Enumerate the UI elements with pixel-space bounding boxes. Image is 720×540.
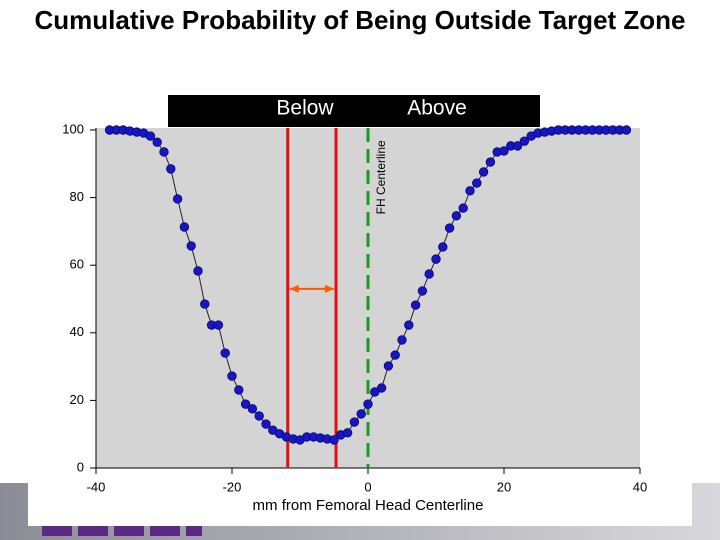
data-point (254, 411, 264, 421)
data-point (240, 399, 251, 409)
data-point (172, 194, 183, 204)
data-point (356, 409, 366, 419)
data-point (166, 164, 176, 174)
data-point (152, 137, 162, 147)
data-point (438, 242, 448, 252)
x-tick-label: 40 (633, 479, 647, 494)
data-point (465, 186, 475, 196)
plot: 0 20 40 60 80 100 -40 -20 0 20 40 mm from Femoral H… (62, 121, 647, 514)
data-point (410, 300, 421, 310)
data-point (417, 286, 428, 296)
y-tick-label: 80 (70, 189, 84, 204)
data-point (444, 223, 455, 233)
data-point (349, 417, 360, 427)
data-point (458, 203, 468, 213)
data-point (621, 125, 632, 135)
data-point (383, 361, 394, 371)
data-point (261, 419, 271, 429)
banner (168, 95, 540, 127)
data-point (485, 157, 496, 167)
chart-title: Cumulative Probability of Being Outside … (34, 5, 686, 35)
x-tick-label: -20 (223, 479, 242, 494)
data-point (234, 385, 244, 395)
banner-label: Above (407, 97, 467, 120)
y-tick-label: 40 (70, 324, 84, 339)
x-tick-label: -40 (87, 479, 106, 494)
data-point (424, 269, 434, 279)
data-point (213, 320, 224, 330)
data-point (499, 146, 509, 156)
data-point (159, 147, 169, 157)
data-point (397, 335, 407, 345)
arrow-head (289, 284, 335, 293)
x-tick-label: 0 (364, 479, 371, 494)
data-point (363, 399, 373, 409)
data-point (227, 371, 237, 381)
data-point (472, 178, 482, 188)
data-point (376, 383, 387, 393)
data-point (431, 254, 441, 264)
data-point (478, 167, 489, 177)
data-point (200, 299, 210, 309)
data-point (404, 320, 414, 330)
y-tick-label: 60 (70, 257, 84, 272)
data-point (220, 348, 230, 358)
data-point (329, 435, 339, 445)
x-tick-label: 20 (497, 479, 511, 494)
data-point (451, 211, 462, 221)
annotation: FH Centerline (374, 140, 388, 214)
data-point (519, 136, 530, 146)
data-point (390, 350, 400, 360)
y-tick-label: 100 (62, 121, 84, 136)
data-point (370, 387, 380, 397)
banner-label: Below (276, 97, 334, 120)
data-point (179, 222, 190, 232)
data-point (145, 131, 156, 141)
x-axis-label: mm from Femoral Head Centerline (253, 497, 484, 514)
data-point (342, 428, 353, 438)
data-point (512, 141, 523, 151)
title-box: Cumulative Probability of Being Outside … (34, 5, 686, 35)
data-point (193, 266, 203, 276)
y-tick-label: 20 (70, 392, 84, 407)
data-point (186, 241, 196, 251)
data-point (247, 404, 258, 414)
y-tick-label: 0 (77, 459, 84, 474)
